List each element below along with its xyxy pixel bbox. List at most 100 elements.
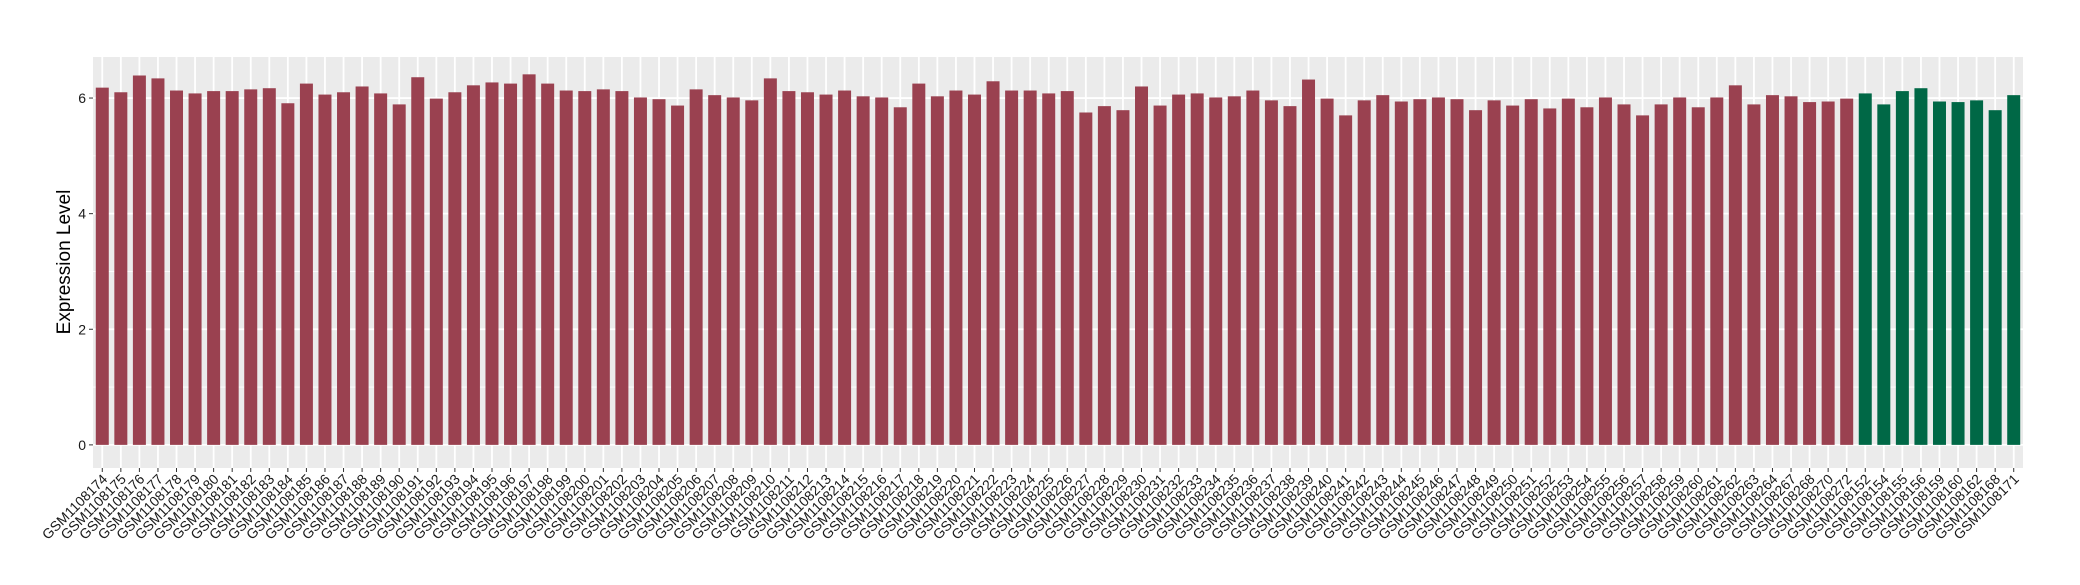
x-axis: GSM1108174GSM1108175GSM1108176GSM1108177… xyxy=(39,468,2022,542)
bar-GSM1108193 xyxy=(448,92,462,445)
bar-GSM1108264 xyxy=(1765,95,1779,445)
y-tick-label: 4 xyxy=(78,206,86,222)
bar-GSM1108200 xyxy=(578,91,592,445)
bar-GSM1108162 xyxy=(1970,100,1984,445)
bar-GSM1108208 xyxy=(726,97,740,445)
bar-GSM1108174 xyxy=(95,87,109,445)
bar-GSM1108152 xyxy=(1858,93,1872,445)
bar-GSM1108258 xyxy=(1654,104,1668,445)
bar-GSM1108184 xyxy=(281,103,295,445)
bar-GSM1108205 xyxy=(671,105,685,445)
bar-GSM1108239 xyxy=(1302,79,1316,445)
bar-GSM1108259 xyxy=(1673,97,1687,445)
bar-GSM1108175 xyxy=(114,92,128,445)
bar-GSM1108211 xyxy=(782,91,796,445)
bar-GSM1108196 xyxy=(504,83,518,445)
bar-GSM1108221 xyxy=(967,94,981,445)
y-axis: 0 2 4 6 xyxy=(78,90,93,453)
bar-GSM1108186 xyxy=(318,94,332,445)
bar-GSM1108238 xyxy=(1283,106,1297,445)
bar-GSM1108176 xyxy=(132,75,146,445)
bar-GSM1108228 xyxy=(1097,106,1111,445)
bar-GSM1108256 xyxy=(1617,104,1631,445)
bar-GSM1108181 xyxy=(225,91,239,445)
bar-GSM1108222 xyxy=(986,81,1000,445)
bar-GSM1108197 xyxy=(522,74,536,445)
bar-GSM1108178 xyxy=(170,90,184,445)
y-tick-label: 6 xyxy=(78,90,86,106)
bar-GSM1108234 xyxy=(1209,97,1223,445)
bar-GSM1108204 xyxy=(652,99,666,445)
bar-GSM1108185 xyxy=(299,83,313,445)
bar-GSM1108207 xyxy=(708,95,722,445)
bar-GSM1108218 xyxy=(912,83,926,445)
bar-GSM1108192 xyxy=(429,98,443,445)
bar-GSM1108183 xyxy=(262,88,276,445)
bar-GSM1108212 xyxy=(800,92,814,445)
bar-GSM1108223 xyxy=(1005,90,1019,445)
bar-GSM1108253 xyxy=(1561,98,1575,445)
bar-GSM1108236 xyxy=(1246,90,1260,445)
bar-GSM1108216 xyxy=(875,97,889,445)
bar-GSM1108179 xyxy=(188,93,202,445)
bar-GSM1108245 xyxy=(1413,99,1427,445)
bar-GSM1108232 xyxy=(1172,94,1186,445)
bar-GSM1108209 xyxy=(745,100,759,445)
bar-GSM1108270 xyxy=(1821,101,1835,445)
bar-GSM1108194 xyxy=(466,85,480,445)
bar-GSM1108233 xyxy=(1190,93,1204,445)
bar-GSM1108252 xyxy=(1543,108,1557,445)
bar-GSM1108247 xyxy=(1450,99,1464,445)
bar-GSM1108257 xyxy=(1636,115,1650,445)
bar-GSM1108182 xyxy=(244,89,258,445)
bar-GSM1108231 xyxy=(1153,105,1167,445)
bar-GSM1108254 xyxy=(1580,107,1594,445)
bar-GSM1108217 xyxy=(893,107,907,445)
bar-GSM1108156 xyxy=(1914,88,1928,445)
bar-GSM1108159 xyxy=(1932,101,1946,445)
bars xyxy=(95,74,2021,445)
y-axis-label: Expression Level xyxy=(54,190,75,335)
bar-GSM1108155 xyxy=(1895,91,1909,445)
bar-GSM1108203 xyxy=(633,97,647,445)
bar-GSM1108226 xyxy=(1060,91,1074,445)
bar-GSM1108199 xyxy=(559,90,573,445)
bar-GSM1108168 xyxy=(1988,110,2002,445)
bar-GSM1108272 xyxy=(1840,98,1854,445)
bar-GSM1108248 xyxy=(1469,110,1483,445)
y-tick-label: 2 xyxy=(78,321,86,337)
bar-GSM1108177 xyxy=(151,78,165,445)
bar-GSM1108190 xyxy=(392,104,406,445)
bar-GSM1108246 xyxy=(1431,97,1445,445)
bar-GSM1108215 xyxy=(856,96,870,445)
bar-GSM1108251 xyxy=(1524,99,1538,445)
bar-GSM1108198 xyxy=(541,83,555,445)
bar-GSM1108219 xyxy=(930,96,944,445)
bar-GSM1108237 xyxy=(1264,100,1278,445)
bar-GSM1108227 xyxy=(1079,112,1093,445)
bar-GSM1108250 xyxy=(1506,105,1520,445)
bar-GSM1108240 xyxy=(1320,98,1334,445)
y-tick-label: 0 xyxy=(78,437,86,453)
bar-GSM1108268 xyxy=(1803,102,1817,445)
bar-GSM1108191 xyxy=(411,77,425,445)
bar-GSM1108229 xyxy=(1116,110,1130,445)
bar-GSM1108241 xyxy=(1339,115,1353,445)
bar-GSM1108244 xyxy=(1394,101,1408,445)
bar-GSM1108263 xyxy=(1747,104,1761,445)
bar-GSM1108255 xyxy=(1598,97,1612,445)
bar-GSM1108187 xyxy=(337,92,351,445)
bar-GSM1108249 xyxy=(1487,100,1501,445)
bar-GSM1108210 xyxy=(763,78,777,445)
bar-GSM1108189 xyxy=(374,93,388,445)
bar-GSM1108213 xyxy=(819,94,833,445)
bar-GSM1108260 xyxy=(1691,107,1705,445)
bar-GSM1108235 xyxy=(1227,96,1241,445)
bar-GSM1108180 xyxy=(207,91,221,445)
bar-GSM1108224 xyxy=(1023,90,1037,445)
bar-GSM1108243 xyxy=(1376,95,1390,445)
bar-GSM1108225 xyxy=(1042,93,1056,445)
bar-GSM1108230 xyxy=(1135,86,1149,445)
bar-GSM1108206 xyxy=(689,89,703,445)
